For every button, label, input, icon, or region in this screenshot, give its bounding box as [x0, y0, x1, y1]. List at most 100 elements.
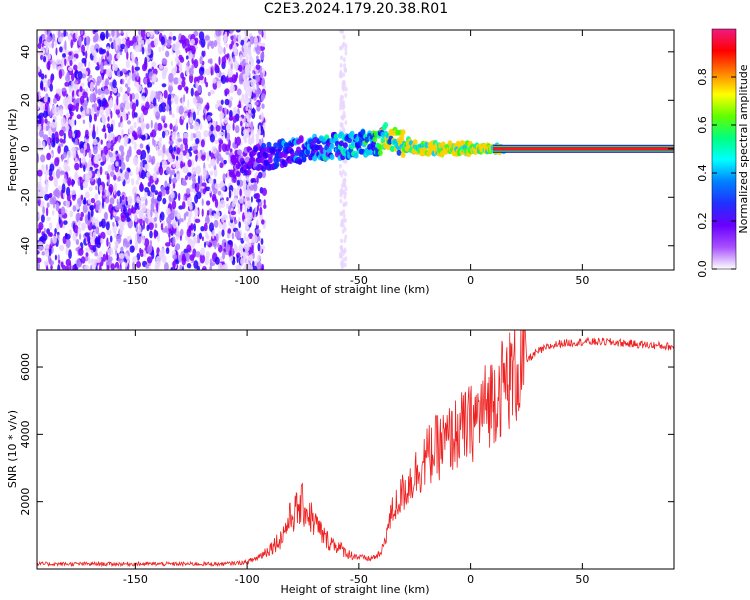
noise-speckle-dot — [116, 95, 119, 106]
noise-speckle-dot — [172, 43, 178, 52]
noise-speckle-dot — [54, 228, 57, 235]
noise-speckle-dot — [37, 241, 44, 248]
spectrogram-frame — [36, 29, 675, 271]
noise-speckle-dot — [52, 59, 56, 70]
noise-speckle-dot — [238, 100, 241, 108]
noise-speckle-dot — [108, 152, 113, 158]
noise-speckle-dot — [171, 99, 174, 104]
noise-speckle-dot — [191, 45, 196, 55]
noise-speckle-dot — [217, 242, 220, 248]
snr-series-line — [37, 330, 674, 568]
y-tick-label: 4000 — [19, 420, 32, 448]
signal-blob — [400, 129, 406, 136]
noise-speckle-dot — [92, 123, 95, 134]
noise-streak-dot — [243, 232, 247, 238]
noise-speckle-dot — [69, 59, 73, 67]
noise-speckle-dot — [73, 64, 78, 71]
noise-speckle-dot — [87, 211, 91, 221]
noise-streak-dot — [245, 211, 249, 217]
noise-streak-dot — [244, 50, 248, 56]
noise-speckle-dot — [113, 39, 116, 50]
noise-speckle-dot — [123, 135, 129, 145]
noise-speckle-dot — [115, 108, 120, 115]
noise-streak-dot — [339, 62, 343, 68]
noise-speckle-dot — [221, 56, 227, 66]
noise-speckle-dot — [209, 58, 213, 65]
noise-speckle-dot — [65, 165, 71, 172]
signal-blob — [342, 142, 348, 149]
noise-speckle-dot — [170, 60, 173, 67]
noise-speckle-dot — [134, 45, 140, 53]
noise-streak-dot — [245, 128, 249, 134]
noise-speckle-dot — [184, 38, 190, 47]
noise-speckle-dot — [37, 140, 42, 149]
noise-speckle-dot — [261, 42, 266, 47]
noise-speckle-dot — [125, 154, 130, 162]
noise-speckle-dot — [236, 187, 239, 198]
noise-speckle-dot — [75, 30, 78, 39]
noise-speckle-dot — [255, 76, 259, 86]
noise-speckle-dot — [205, 186, 211, 192]
noise-speckle-dot — [156, 202, 159, 212]
noise-speckle-dot — [93, 155, 99, 165]
noise-speckle-dot — [175, 259, 180, 265]
noise-speckle-dot — [144, 46, 147, 52]
x-tick-label: -100 — [235, 573, 260, 586]
noise-speckle-dot — [69, 86, 74, 92]
noise-speckle-dot — [124, 170, 130, 180]
noise-speckle-dot — [177, 84, 183, 91]
signal-blob — [301, 155, 307, 162]
noise-speckle-dot — [65, 74, 71, 82]
noise-speckle-dot — [175, 56, 180, 64]
noise-speckle-dot — [104, 211, 108, 221]
signal-blob — [412, 139, 418, 146]
noise-speckle-dot — [55, 202, 60, 212]
snr-x-ticks: -150 -100 -50 0 50 — [123, 330, 589, 586]
noise-speckle-dot — [80, 256, 86, 264]
noise-speckle-dot — [126, 51, 129, 60]
noise-speckle-dot — [37, 257, 42, 263]
noise-speckle-dot — [40, 214, 45, 223]
noise-speckle-dot — [196, 110, 200, 116]
noise-speckle-dot — [119, 195, 122, 204]
noise-speckle-dot — [68, 249, 72, 260]
noise-speckle-dot — [233, 42, 237, 52]
noise-streak-dot — [248, 241, 252, 247]
noise-speckle-dot — [210, 67, 213, 76]
x-tick-label: -150 — [123, 274, 148, 287]
noise-speckle-dot — [237, 33, 242, 44]
noise-speckle-dot — [84, 247, 90, 252]
noise-speckle-dot — [254, 207, 258, 213]
noise-streak-dot — [344, 92, 348, 98]
noise-streak-dot — [344, 86, 348, 92]
noise-speckle-dot — [50, 75, 53, 84]
noise-speckle-dot — [178, 66, 183, 73]
noise-speckle-dot — [180, 160, 184, 169]
noise-speckle-dot — [140, 134, 146, 140]
noise-speckle-dot — [145, 217, 149, 224]
noise-speckle-dot — [125, 59, 130, 69]
noise-speckle-dot — [102, 114, 106, 125]
noise-speckle-dot — [44, 244, 50, 249]
noise-speckle-dot — [161, 130, 166, 139]
noise-speckle-dot — [157, 122, 163, 131]
noise-speckle-dot — [149, 132, 154, 138]
noise-speckle-dot — [93, 54, 97, 64]
noise-speckle-dot — [154, 190, 159, 196]
noise-speckle-dot — [64, 40, 67, 51]
noise-speckle-dot — [51, 196, 57, 205]
noise-speckle-dot — [134, 240, 139, 251]
noise-speckle-dot — [175, 243, 181, 251]
noise-speckle-dot — [190, 87, 194, 97]
noise-streak-dot — [340, 30, 344, 34]
noise-speckle-dot — [141, 105, 146, 112]
noise-speckle-dot — [213, 40, 218, 47]
noise-speckle-dot — [261, 103, 265, 109]
noise-speckle-dot — [91, 49, 97, 57]
noise-speckle-dot — [165, 207, 171, 216]
noise-speckle-dot — [263, 122, 266, 130]
noise-speckle-dot — [224, 37, 228, 42]
noise-speckle-dot — [249, 88, 252, 98]
noise-speckle-dot — [47, 62, 51, 71]
noise-speckle-dot — [209, 222, 214, 233]
